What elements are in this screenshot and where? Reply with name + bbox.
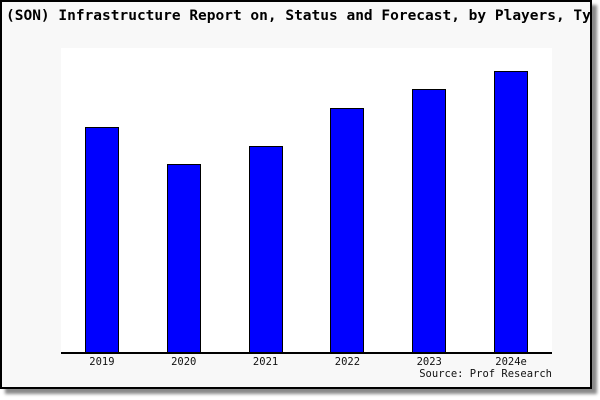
chart-title: (SON) Infrastructure Report on, Status a…	[6, 8, 590, 24]
x-tick-label-2020: 2020	[171, 356, 197, 368]
x-tick-label-2023: 2023	[416, 356, 442, 368]
chart-card: (SON) Infrastructure Report on, Status a…	[0, 0, 592, 389]
bar-2023	[412, 89, 447, 352]
bar-2021	[248, 145, 283, 352]
x-axis-labels: 2019 2020 2021 2022 2023 2024e	[61, 356, 552, 368]
x-tick-label-2019: 2019	[89, 356, 115, 368]
x-tick-label-2024e: 2024e	[495, 356, 527, 368]
bar-2022	[330, 107, 365, 352]
x-tick-label-2021: 2021	[252, 356, 279, 368]
x-tick-label-2022: 2022	[334, 356, 361, 368]
bar-2019	[84, 127, 119, 352]
source-note: Source: Prof Research	[419, 368, 552, 380]
bar-2020	[166, 164, 201, 352]
bar-2024e	[494, 71, 529, 352]
plot-area	[61, 48, 552, 354]
